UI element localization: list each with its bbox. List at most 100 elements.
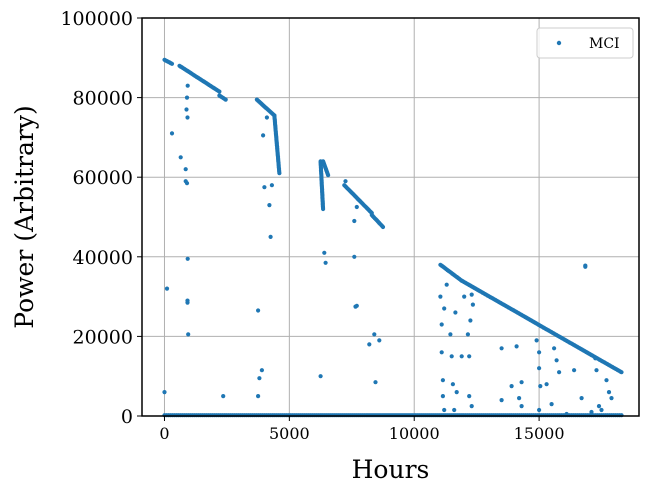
data-point (268, 234, 273, 239)
data-point (514, 344, 519, 349)
data-point (517, 396, 522, 401)
data-point (606, 390, 612, 395)
legend: MCI (536, 27, 634, 59)
data-point (438, 294, 443, 299)
data-point (380, 224, 386, 230)
data-point (267, 203, 272, 208)
data-point (223, 97, 228, 102)
data-point (534, 338, 539, 343)
data-point (185, 256, 190, 261)
data-point (178, 155, 183, 160)
data-point (184, 181, 190, 186)
data-point (499, 398, 504, 403)
data-point (459, 354, 464, 359)
data-point (469, 292, 474, 297)
data-point (326, 173, 331, 178)
data-point (467, 394, 472, 399)
x-tick-label: 0 (159, 424, 169, 443)
data-point (440, 394, 445, 399)
data-point (185, 115, 190, 120)
data-point (453, 310, 458, 315)
data-point (467, 354, 472, 359)
data-point (462, 294, 467, 299)
x-tick-label: 5000 (269, 424, 310, 443)
data-point (169, 131, 175, 136)
data-point (448, 332, 453, 337)
data-point (450, 382, 455, 387)
data-point (470, 302, 475, 307)
data-point (373, 380, 378, 385)
x-tick-label: 10000 (389, 424, 440, 443)
data-point (184, 107, 189, 112)
data-point (321, 206, 326, 212)
y-tick-label: 60000 (73, 167, 133, 189)
data-point (277, 171, 282, 176)
data-point (354, 303, 359, 308)
data-point (186, 332, 191, 337)
data-point (454, 390, 459, 395)
data-point (537, 407, 542, 413)
data-point (183, 167, 188, 172)
data-point (452, 407, 457, 413)
data-point (164, 286, 170, 291)
data-point (589, 409, 594, 415)
data-point (549, 402, 554, 407)
y-tick-label: 0 (121, 406, 133, 428)
data-point (572, 368, 577, 373)
data-point (264, 115, 269, 120)
data-point (261, 133, 266, 138)
data-point (377, 338, 382, 343)
y-tick-label: 40000 (73, 247, 133, 269)
data-point (619, 370, 624, 375)
legend-marker (556, 40, 562, 46)
data-point (593, 356, 598, 361)
axes-frame (141, 17, 640, 417)
data-point (538, 384, 543, 389)
data-point (221, 394, 226, 399)
data-point (465, 332, 470, 337)
data-point (583, 263, 588, 268)
data-point (554, 358, 559, 363)
data-point (439, 322, 444, 327)
data-point (184, 95, 190, 100)
ticks (137, 17, 540, 421)
data-point (442, 306, 447, 311)
plot-area (142, 18, 639, 416)
data-point (217, 89, 222, 94)
y-axis-title: Power (Arbitrary) (10, 105, 39, 328)
data-point (372, 332, 377, 337)
data-point (537, 350, 542, 355)
data-point (468, 318, 473, 323)
data-point (257, 376, 262, 381)
data-point (469, 404, 474, 409)
data-point (262, 185, 267, 190)
data-point (439, 350, 444, 355)
data-point (318, 374, 323, 379)
data-point (519, 380, 524, 385)
data-point (354, 204, 359, 210)
data-point (256, 308, 261, 313)
data-point (185, 300, 190, 305)
data-point (499, 346, 504, 351)
data-point (185, 83, 190, 88)
data-point (552, 346, 557, 351)
data-point (323, 260, 328, 265)
data-point (444, 282, 449, 287)
data-point (604, 378, 609, 383)
data-point (544, 382, 549, 387)
data-point (599, 407, 604, 413)
data-point (343, 179, 348, 184)
data-point (609, 396, 614, 401)
data-point (162, 390, 167, 395)
legend-label: MCI (589, 36, 620, 52)
data-point (269, 183, 274, 188)
legend-box (536, 27, 634, 59)
data-point (564, 411, 569, 417)
data-point (256, 394, 261, 399)
y-tick-label: 100000 (60, 8, 133, 30)
data-point (259, 368, 264, 373)
y-tick-label: 80000 (73, 88, 133, 110)
series-mci (162, 57, 624, 418)
data-point (596, 404, 602, 409)
